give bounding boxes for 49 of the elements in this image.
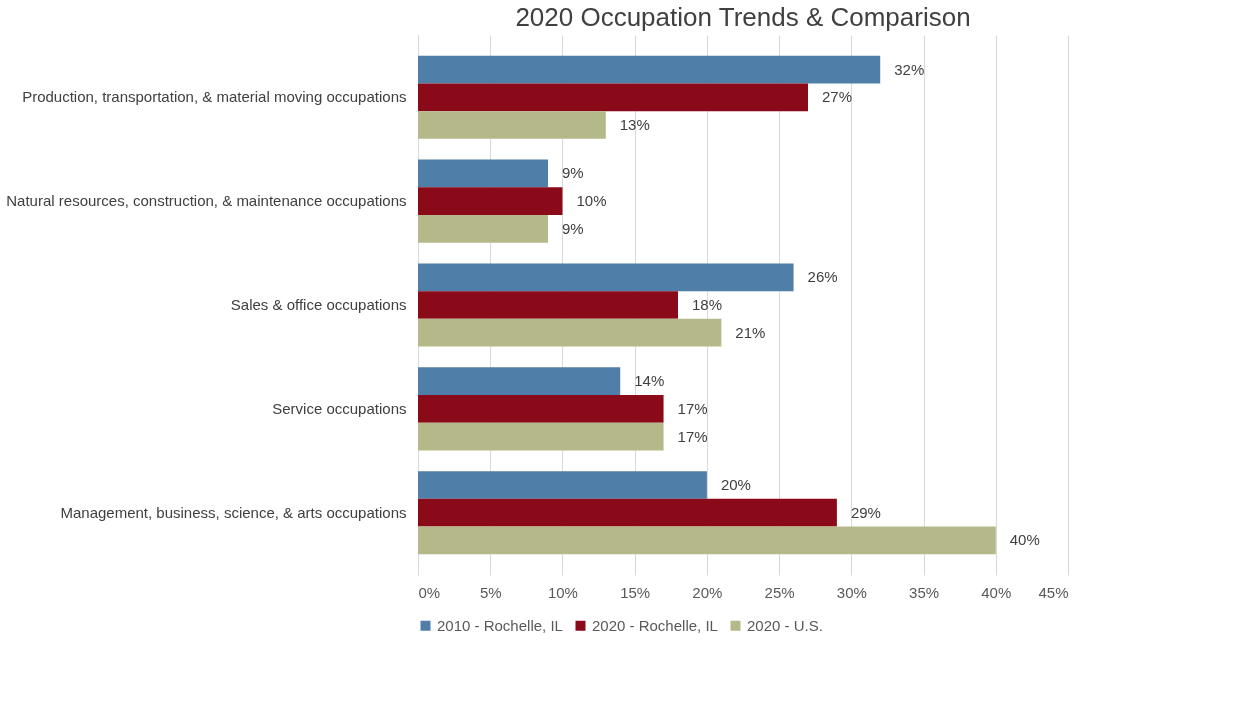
data-label: 17% (677, 399, 708, 417)
data-label: 27% (822, 88, 853, 106)
data-label: 26% (807, 268, 838, 286)
y-tick-label: Natural resources, construction, & maintenance occupations (6, 192, 407, 210)
data-label: 29% (850, 503, 881, 521)
bar (418, 83, 808, 112)
bar (418, 526, 996, 555)
bar (418, 498, 837, 527)
data-label: 9% (562, 164, 584, 182)
x-tick-label: 40% (981, 583, 1012, 601)
y-tick-label: Production, transportation, & material moving occupations (22, 88, 407, 106)
bar (418, 215, 548, 243)
bar (418, 395, 664, 423)
data-label: 32% (894, 60, 925, 78)
bar (418, 263, 794, 292)
x-tick-label: 30% (836, 583, 867, 601)
data-label: 20% (720, 476, 751, 493)
legend-label: 2020 - U.S. (747, 616, 823, 634)
bar (418, 367, 621, 395)
y-tick-label: Service occupations (272, 399, 407, 417)
bar (418, 291, 678, 319)
x-tick-label: 25% (764, 583, 795, 601)
bar (418, 422, 664, 451)
x-tick-label: 20% (692, 583, 723, 601)
legend-label: 2020 - Rochelle, IL (592, 616, 718, 634)
x-tick-label: 10% (547, 583, 578, 601)
bar (418, 318, 722, 347)
data-label: 21% (735, 323, 766, 341)
x-tick-label: 0% (418, 583, 441, 601)
bar (418, 159, 548, 188)
data-label: 18% (692, 296, 723, 313)
y-tick-label: Management, business, science, & arts occupations (60, 503, 407, 521)
data-label: 13% (619, 116, 650, 133)
bar (418, 471, 707, 499)
data-label: 40% (1009, 531, 1040, 549)
bar (418, 187, 563, 215)
data-label: 10% (576, 192, 607, 210)
x-tick-label: 45% (1038, 583, 1069, 601)
data-label: 9% (562, 219, 584, 237)
y-tick-label: Sales & office occupations (230, 296, 407, 313)
chart-title: 2020 Occupation Trends & Comparison (515, 2, 971, 32)
x-tick-label: 35% (909, 583, 940, 601)
bar (418, 111, 606, 139)
x-tick-label: 5% (479, 583, 502, 601)
data-label: 17% (677, 427, 708, 445)
x-tick-label: 15% (620, 583, 651, 601)
data-label: 14% (634, 372, 665, 390)
legend-label: 2010 - Rochelle, IL (437, 616, 563, 634)
bar (418, 55, 881, 84)
